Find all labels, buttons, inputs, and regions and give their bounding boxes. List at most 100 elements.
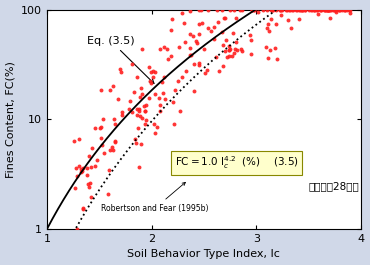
Point (300, 7, 306, 12)
Point (233, 16, 239, 20)
Point (342, 7, 348, 12)
Point (205, 7, 211, 12)
Point (272, 46, 278, 50)
Point (194, 41, 200, 45)
Point (333, 7, 339, 12)
Point (277, 7, 283, 12)
Point (231, 7, 237, 12)
Point (326, 7, 332, 12)
Point (296, 7, 302, 12)
Point (346, 7, 352, 12)
Point (132, 137, 138, 141)
Point (137, 114, 143, 118)
Point (198, 7, 204, 12)
Point (318, 7, 324, 12)
Point (143, 118, 149, 122)
Point (227, 7, 233, 12)
Point (293, 7, 299, 12)
Point (232, 47, 238, 51)
Point (157, 47, 163, 51)
Point (129, 110, 135, 114)
Point (270, 7, 276, 12)
Point (137, 107, 142, 112)
Text: FC$=$1.0 I$_c^{4.2}$  (%)    (3.5): FC$=$1.0 I$_c^{4.2}$ (%) (3.5) (175, 154, 298, 171)
Point (285, 18, 291, 23)
Point (231, 51, 237, 55)
Point (226, 48, 232, 52)
Point (170, 100, 176, 104)
Point (134, 107, 139, 111)
Point (249, 7, 255, 12)
Point (219, 7, 225, 12)
Point (182, 40, 188, 44)
Point (110, 84, 116, 88)
Point (302, 7, 308, 12)
Point (71, 139, 77, 143)
Point (294, 7, 300, 12)
Point (88, 195, 94, 200)
Text: Eq. (3.5): Eq. (3.5) (87, 36, 154, 83)
Point (142, 109, 148, 114)
Point (155, 125, 161, 129)
Point (255, 10, 261, 14)
Point (171, 122, 177, 126)
Point (279, 7, 285, 12)
Point (139, 92, 145, 96)
Point (221, 16, 227, 20)
Point (251, 7, 257, 12)
Point (187, 8, 193, 13)
Point (151, 122, 157, 126)
Point (196, 32, 202, 36)
Point (76, 137, 82, 141)
Point (317, 7, 323, 12)
Point (330, 7, 336, 12)
Point (84, 173, 90, 177)
Point (290, 7, 296, 12)
Point (80, 207, 86, 211)
Point (138, 86, 144, 90)
Point (97, 126, 103, 131)
Point (332, 7, 338, 12)
Point (314, 7, 320, 12)
Point (175, 79, 181, 83)
Point (157, 109, 163, 113)
Point (162, 96, 168, 101)
Point (215, 20, 221, 24)
Point (76, 164, 82, 168)
Point (239, 48, 245, 53)
Point (100, 143, 105, 147)
Point (326, 7, 332, 12)
Point (80, 165, 86, 170)
Point (139, 116, 145, 120)
Point (118, 70, 124, 74)
Text: データ：28地点: データ：28地点 (308, 182, 359, 191)
Point (283, 7, 289, 12)
Point (112, 139, 118, 143)
Point (146, 96, 152, 100)
Point (130, 61, 135, 66)
Point (179, 75, 185, 79)
Point (325, 7, 331, 12)
Point (327, 7, 333, 12)
Point (231, 31, 236, 35)
Point (205, 25, 211, 30)
Point (136, 165, 142, 170)
Point (286, 7, 292, 12)
Point (134, 113, 140, 117)
Point (229, 54, 235, 58)
Point (297, 7, 303, 12)
Point (277, 7, 283, 12)
Point (309, 7, 315, 12)
Point (143, 103, 149, 108)
Point (312, 7, 318, 12)
Point (196, 22, 202, 26)
Text: Robertson and Fear (1995b): Robertson and Fear (1995b) (101, 182, 209, 213)
Point (177, 109, 183, 113)
Point (326, 7, 332, 12)
Point (226, 48, 232, 52)
Point (211, 37, 217, 42)
Point (264, 7, 270, 12)
Point (101, 151, 107, 155)
Point (269, 7, 275, 12)
Point (109, 145, 115, 149)
